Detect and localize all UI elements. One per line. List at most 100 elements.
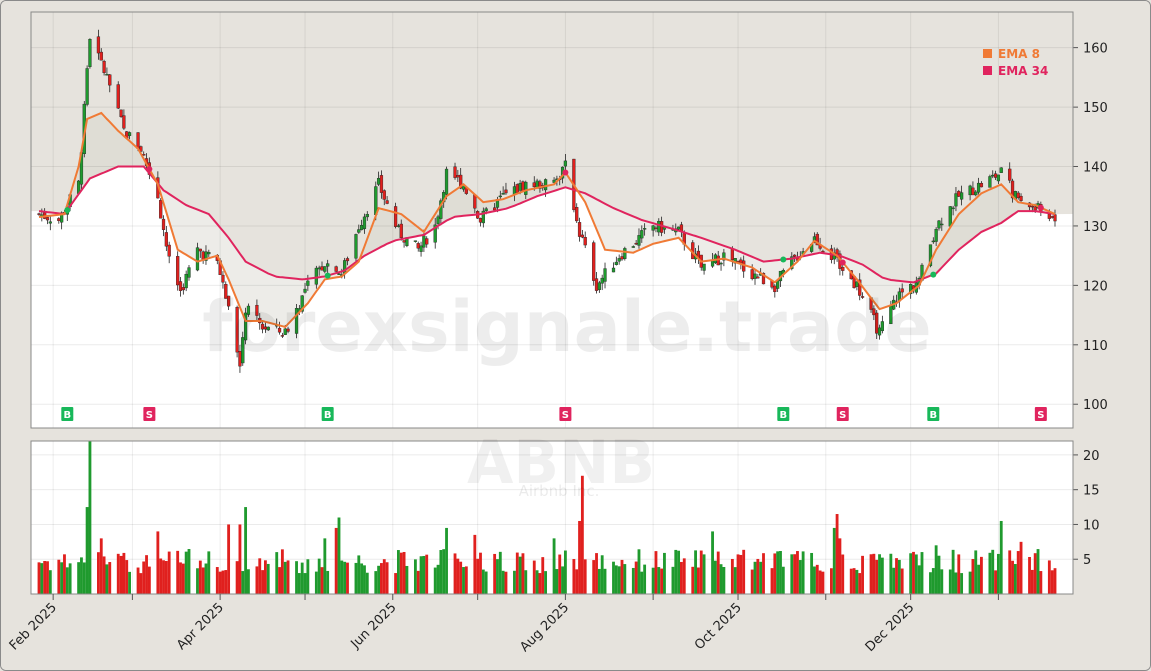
volume-bar	[255, 566, 259, 594]
candle-body	[623, 248, 627, 259]
candle-body	[600, 277, 604, 284]
volume-bar	[399, 552, 403, 594]
volume-frame	[30, 440, 1074, 595]
candle-body	[543, 179, 548, 191]
candle-body	[730, 249, 734, 260]
volume-bar	[742, 549, 746, 594]
candle-body	[45, 217, 50, 221]
volume-bar	[484, 571, 488, 594]
volume-bar	[1033, 553, 1037, 594]
volume-bar	[60, 562, 64, 594]
candle-body	[637, 235, 641, 246]
volume-bar	[810, 552, 814, 594]
candle-body	[317, 267, 321, 270]
volume-bar	[931, 568, 935, 594]
buy-signal-badge	[321, 407, 334, 421]
candle-body	[538, 181, 542, 189]
candle-body	[425, 238, 429, 245]
candle-body	[235, 307, 239, 353]
candle-body	[1030, 205, 1034, 208]
volume-bar	[770, 568, 774, 594]
candle-body	[580, 234, 584, 238]
candle-body	[991, 174, 995, 177]
candle-body	[286, 328, 290, 332]
volume-bar	[280, 549, 284, 594]
volume-bar	[501, 570, 505, 594]
volume-bar	[297, 573, 301, 594]
volume-bar	[108, 562, 112, 594]
candle-body	[382, 190, 386, 200]
volume-bar	[498, 551, 502, 594]
candle-body	[294, 308, 299, 334]
candle-body	[719, 262, 723, 265]
candle-body	[181, 287, 185, 291]
volume-bar	[360, 563, 364, 594]
volume-bar	[951, 549, 955, 594]
volume-bar	[374, 571, 378, 594]
volume-bar	[595, 553, 598, 594]
candle-body	[266, 326, 270, 331]
candle-body	[167, 244, 171, 257]
candle-body	[753, 273, 757, 279]
candle-body	[385, 200, 389, 204]
volume-bar	[711, 531, 714, 594]
volume-bar	[617, 566, 621, 594]
buy-signal-badge	[927, 407, 940, 421]
volume-bar	[663, 552, 666, 594]
candle-body	[1047, 213, 1051, 219]
volume-bar	[385, 562, 389, 594]
volume-bar	[156, 531, 160, 594]
candle-body	[739, 259, 743, 264]
candle-body	[207, 251, 211, 255]
candle-body	[611, 267, 616, 273]
volume-bar	[858, 573, 862, 594]
candle-body	[592, 242, 596, 281]
candle-body	[504, 189, 508, 194]
price-tick-label: 130	[1083, 220, 1108, 235]
candle-body	[116, 84, 120, 109]
candle-body	[1019, 195, 1023, 201]
candle-body	[493, 207, 497, 211]
buy-signal-dot	[780, 256, 787, 263]
volume-bar	[198, 560, 202, 594]
volume-bar	[181, 563, 185, 594]
volume-bar	[759, 561, 763, 594]
volume-bar	[674, 549, 678, 594]
buy-signal-label: B	[929, 410, 937, 421]
candle-body	[277, 327, 282, 333]
volume-bar	[164, 560, 168, 594]
volume-bar	[422, 555, 426, 594]
candle-body	[640, 230, 644, 239]
volume-bar	[377, 565, 381, 594]
volume-bar	[346, 562, 349, 594]
candle-body	[1010, 180, 1015, 199]
volume-bar	[326, 570, 330, 594]
volume-bar	[481, 569, 485, 594]
candle-body	[940, 223, 944, 226]
volume-bar	[303, 573, 307, 594]
volume-bar	[97, 552, 100, 594]
candle-body	[872, 308, 876, 316]
volume-bar	[991, 549, 995, 594]
volume-bar	[37, 562, 41, 594]
volume-bar	[99, 538, 103, 594]
candle-body	[875, 312, 879, 334]
candle-body	[413, 240, 418, 242]
volume-bar	[363, 565, 366, 594]
candle-body	[971, 187, 975, 196]
volume-bar	[634, 561, 638, 594]
volume-bar	[730, 558, 734, 594]
candle-body	[614, 261, 618, 265]
volume-bar	[227, 524, 231, 594]
volume-bar	[555, 569, 559, 594]
buy-signal-badge	[777, 407, 790, 421]
volume-bar	[781, 566, 785, 594]
volume-bar	[561, 566, 564, 594]
volume-bar	[1028, 556, 1031, 594]
volume-bar	[872, 553, 876, 594]
volume-bar	[119, 555, 123, 594]
candle-body	[303, 288, 307, 293]
candle-body	[323, 266, 327, 272]
ema34-legend-label: EMA 34	[998, 64, 1048, 78]
